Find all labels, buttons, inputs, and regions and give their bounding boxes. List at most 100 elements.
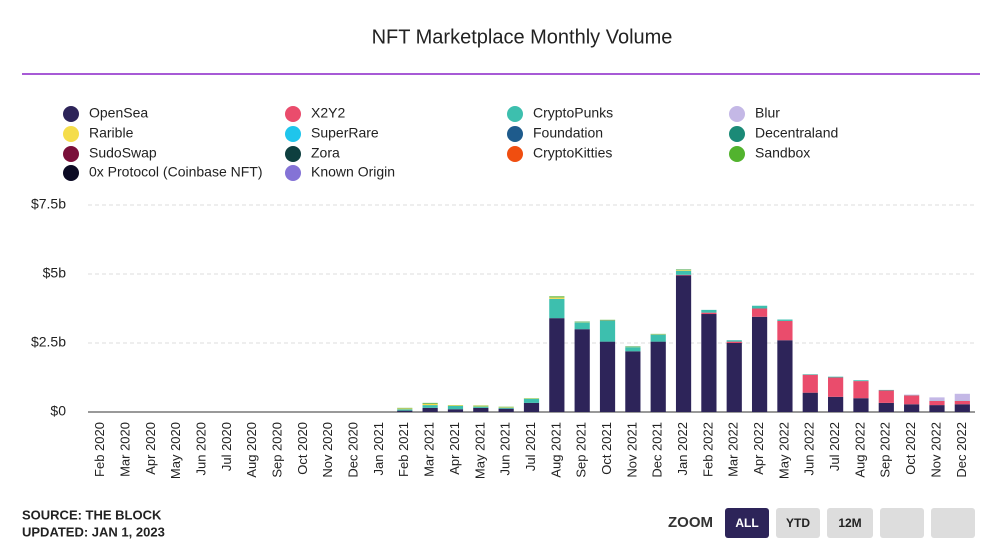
- x-tick-label: Aug 2022: [852, 422, 867, 478]
- bar-segment: [802, 392, 818, 412]
- legend-swatch: [285, 126, 301, 142]
- bar-segment: [828, 377, 844, 397]
- x-tick-label: May 2020: [168, 422, 183, 479]
- bar-segment: [447, 405, 464, 406]
- legend-label[interactable]: OpenSea: [89, 105, 148, 121]
- bar-segment: [549, 297, 565, 299]
- y-tick-label: $5b: [43, 265, 67, 281]
- x-tick-label: Jan 2021: [371, 422, 386, 476]
- legend-label[interactable]: SuperRare: [311, 125, 379, 141]
- x-tick-label: Aug 2021: [548, 422, 563, 478]
- bar-segment: [473, 405, 489, 407]
- x-tick-label: Dec 2022: [954, 422, 969, 478]
- legend-swatch: [285, 165, 301, 181]
- zoom-button-label[interactable]: YTD: [786, 516, 810, 530]
- legend-label[interactable]: Sandbox: [755, 145, 810, 161]
- legend-label[interactable]: CryptoPunks: [533, 105, 613, 121]
- x-tick-label: May 2021: [472, 422, 487, 479]
- bar-segment: [498, 407, 514, 409]
- legend-label[interactable]: Foundation: [533, 125, 603, 141]
- zoom-button[interactable]: [880, 508, 924, 538]
- bar-segment: [650, 334, 666, 342]
- bar-segment: [549, 298, 565, 319]
- x-tick-label: Jul 2021: [523, 422, 538, 471]
- bar-segment: [777, 320, 793, 341]
- legend-swatch: [729, 146, 745, 162]
- bar-segment: [549, 318, 565, 412]
- x-tick-label: Oct 2021: [599, 422, 614, 475]
- bar-segment: [777, 340, 793, 412]
- y-tick-label: $2.5b: [31, 334, 66, 350]
- x-tick-label: Apr 2021: [447, 422, 462, 475]
- zoom-button[interactable]: [827, 508, 873, 538]
- zoom-button[interactable]: [725, 508, 769, 538]
- x-tick-label: Feb 2021: [396, 422, 411, 477]
- legend-label[interactable]: Rarible: [89, 125, 134, 141]
- x-tick-label: Apr 2022: [751, 422, 766, 475]
- bar-segment: [828, 396, 844, 412]
- chart-title: NFT Marketplace Monthly Volume: [372, 26, 673, 48]
- bar-segment: [625, 351, 641, 412]
- bar-segment: [675, 274, 692, 276]
- bar-segment: [422, 407, 438, 412]
- bar-segment: [878, 390, 894, 403]
- legend-swatch: [63, 106, 79, 122]
- bar-segment: [675, 275, 692, 412]
- legend-label[interactable]: Known Origin: [311, 164, 395, 180]
- x-tick-label: Feb 2022: [700, 422, 715, 477]
- zoom-button-label[interactable]: 12M: [838, 516, 861, 530]
- bar-segment: [777, 319, 793, 321]
- legend-swatch: [729, 126, 745, 142]
- bar-segment: [675, 269, 692, 271]
- bar-segment: [599, 320, 616, 321]
- zoom-button-label[interactable]: ALL: [735, 516, 758, 530]
- legend-label[interactable]: Blur: [755, 105, 780, 121]
- bar-segment: [599, 341, 616, 412]
- legend-swatch: [63, 165, 79, 181]
- legend-label[interactable]: X2Y2: [311, 105, 345, 121]
- legend-label[interactable]: CryptoKitties: [533, 145, 612, 161]
- x-tick-label: Nov 2022: [928, 422, 943, 478]
- legend-label[interactable]: Decentraland: [755, 125, 838, 141]
- zoom-button[interactable]: [776, 508, 820, 538]
- legend-label[interactable]: Zora: [311, 145, 340, 161]
- x-tick-label: Oct 2020: [295, 422, 310, 475]
- x-tick-label: Mar 2022: [726, 422, 741, 477]
- bar-segment: [904, 394, 920, 396]
- bar-segment: [625, 347, 641, 352]
- x-tick-label: Sep 2020: [270, 422, 285, 478]
- bar-segment: [954, 393, 970, 401]
- bar-segment: [447, 409, 464, 412]
- updated: UPDATED: JAN 1, 2023: [22, 524, 165, 539]
- x-tick-label: Mar 2020: [117, 422, 132, 477]
- x-tick-label: Sep 2022: [878, 422, 893, 478]
- bar-segment: [574, 329, 590, 412]
- legend-swatch: [285, 146, 301, 162]
- bar-segment: [523, 402, 540, 412]
- bar-segment: [498, 407, 514, 408]
- y-tick-label: $0: [50, 403, 66, 419]
- legend-swatch: [63, 146, 79, 162]
- bar-segment: [701, 312, 717, 315]
- bar-segment: [802, 374, 818, 393]
- bar-segment: [473, 407, 489, 412]
- source: SOURCE: THE BLOCK: [22, 507, 162, 522]
- bar-segment: [574, 322, 590, 330]
- x-tick-label: Feb 2020: [92, 422, 107, 477]
- x-tick-label: Aug 2020: [244, 422, 259, 478]
- bar-segment: [853, 380, 869, 382]
- legend-swatch: [63, 126, 79, 142]
- legend-label[interactable]: 0x Protocol (Coinbase NFT): [89, 164, 263, 180]
- bar-segment: [751, 308, 768, 317]
- bar-segment: [397, 410, 413, 412]
- x-tick-label: Nov 2020: [320, 422, 335, 478]
- bar-segment: [954, 400, 970, 405]
- x-tick-label: May 2022: [776, 422, 791, 479]
- bar-segment: [929, 397, 945, 401]
- zoom-button[interactable]: [931, 508, 975, 538]
- bar-segment: [878, 389, 894, 391]
- bar-segment: [929, 405, 945, 412]
- legend-label[interactable]: SudoSwap: [89, 145, 157, 161]
- x-tick-label: Jan 2022: [675, 422, 690, 476]
